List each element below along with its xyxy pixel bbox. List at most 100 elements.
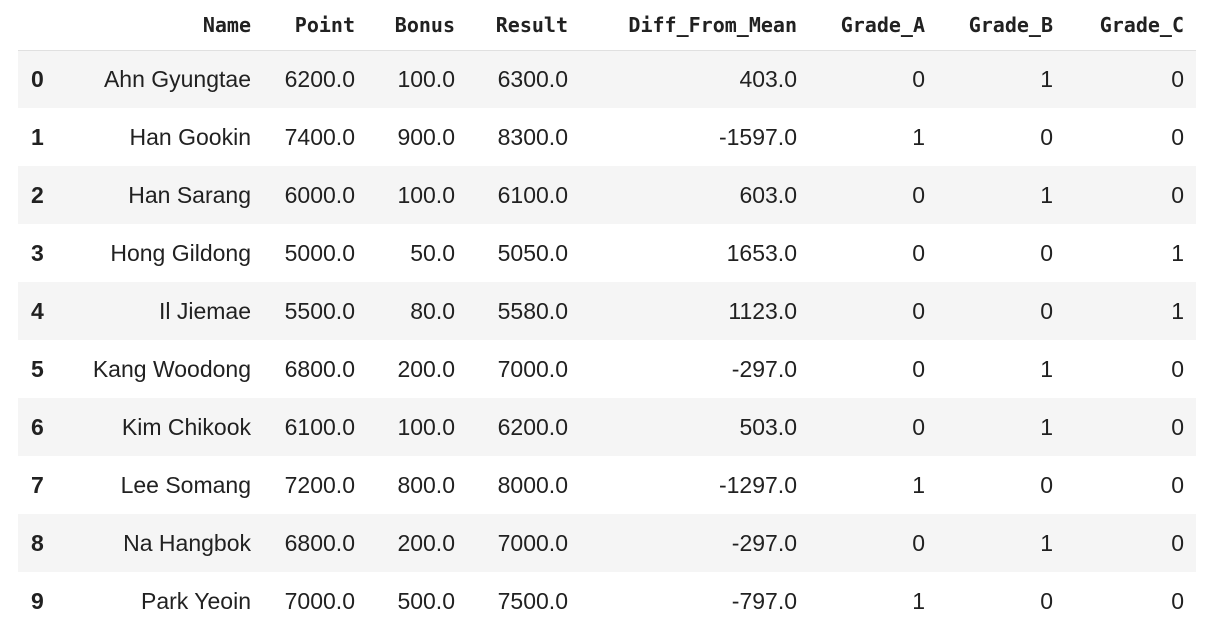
result-cell: 6200.0 xyxy=(497,413,568,440)
header-grade-a: Grade_A xyxy=(809,0,937,51)
result-cell: 7500.0 xyxy=(497,587,568,614)
grade-a-cell: 1 xyxy=(912,471,925,498)
diff-from-mean-cell: -1297.0 xyxy=(718,471,797,498)
grade-b-cell: 1 xyxy=(1040,529,1053,556)
point-cell: 6800.0 xyxy=(284,355,355,382)
bonus-cell: 100.0 xyxy=(397,413,455,440)
result-cell: 7000.0 xyxy=(497,355,568,382)
row-index: 8 xyxy=(31,529,44,556)
result-cell: 7000.0 xyxy=(497,529,568,556)
row-index: 9 xyxy=(31,587,44,614)
grade-c-cell: 0 xyxy=(1171,65,1184,92)
bonus-cell: 100.0 xyxy=(397,181,455,208)
grade-c-cell: 0 xyxy=(1171,181,1184,208)
grade-c-cell: 1 xyxy=(1171,297,1184,324)
grade-a-cell: 1 xyxy=(912,587,925,614)
grade-b-cell: 1 xyxy=(1040,181,1053,208)
grade-a-cell: 0 xyxy=(912,297,925,324)
point-cell: 5000.0 xyxy=(284,239,355,266)
bonus-cell: 200.0 xyxy=(397,529,455,556)
table-row: 1 Han Gookin 7400.0 900.0 8300.0 -1597.0 1 0 0 xyxy=(18,108,1196,166)
table-body: 0 Ahn Gyungtae 6200.0 100.0 6300.0 403.0 0 1 0 1 H… xyxy=(18,50,1196,630)
dataframe-table: Name Point Bonus Result Diff_From_Mean G… xyxy=(18,0,1196,630)
grade-a-cell: 0 xyxy=(912,529,925,556)
name-cell: Ahn Gyungtae xyxy=(103,65,251,92)
name-cell: Lee Somang xyxy=(120,471,251,498)
diff-from-mean-cell: -297.0 xyxy=(731,355,797,382)
point-cell: 7000.0 xyxy=(284,587,355,614)
grade-b-cell: 0 xyxy=(1040,123,1053,150)
grade-a-cell: 0 xyxy=(912,413,925,440)
grade-a-cell: 0 xyxy=(912,355,925,382)
row-index: 3 xyxy=(31,239,44,266)
point-cell: 6000.0 xyxy=(284,181,355,208)
grade-a-cell: 0 xyxy=(912,239,925,266)
diff-from-mean-cell: 1653.0 xyxy=(726,239,797,266)
table-row: 4 Il Jiemae 5500.0 80.0 5580.0 1123.0 0 0 1 xyxy=(18,282,1196,340)
result-cell: 8300.0 xyxy=(497,123,568,150)
header-grade-c: Grade_C xyxy=(1065,0,1196,51)
name-cell: Na Hangbok xyxy=(123,529,251,556)
result-cell: 6100.0 xyxy=(497,181,568,208)
table-row: 8 Na Hangbok 6800.0 200.0 7000.0 -297.0 0 1 0 xyxy=(18,514,1196,572)
grade-b-cell: 1 xyxy=(1040,413,1053,440)
grade-c-cell: 0 xyxy=(1171,587,1184,614)
grade-c-cell: 0 xyxy=(1171,123,1184,150)
name-cell: Il Jiemae xyxy=(158,297,251,324)
grade-c-cell: 0 xyxy=(1171,471,1184,498)
header-grade-b: Grade_B xyxy=(937,0,1065,51)
name-cell: Kang Woodong xyxy=(92,355,251,382)
grade-b-cell: 0 xyxy=(1040,297,1053,324)
table-row: 7 Lee Somang 7200.0 800.0 8000.0 -1297.0 1 0 0 xyxy=(18,456,1196,514)
header-diff-from-mean: Diff_From_Mean xyxy=(580,0,809,51)
result-cell: 6300.0 xyxy=(497,65,568,92)
point-cell: 7400.0 xyxy=(284,123,355,150)
row-index: 5 xyxy=(31,355,44,382)
point-cell: 5500.0 xyxy=(284,297,355,324)
bonus-cell: 50.0 xyxy=(410,239,455,266)
table-row: 3 Hong Gildong 5000.0 50.0 5050.0 1653.0 0 0 1 xyxy=(18,224,1196,282)
grade-a-cell: 1 xyxy=(912,123,925,150)
bonus-cell: 900.0 xyxy=(397,123,455,150)
header-bonus: Bonus xyxy=(367,0,467,51)
result-cell: 5050.0 xyxy=(497,239,568,266)
bonus-cell: 100.0 xyxy=(397,65,455,92)
bonus-cell: 800.0 xyxy=(397,471,455,498)
point-cell: 7200.0 xyxy=(284,471,355,498)
row-index: 6 xyxy=(31,413,44,440)
row-index: 1 xyxy=(31,123,44,150)
table-row: 9 Park Yeoin 7000.0 500.0 7500.0 -797.0 1 0 0 xyxy=(18,572,1196,630)
header-result: Result xyxy=(467,0,580,51)
header-row: Name Point Bonus Result Diff_From_Mean G… xyxy=(18,0,1196,51)
diff-from-mean-cell: -797.0 xyxy=(731,587,797,614)
table-row: 0 Ahn Gyungtae 6200.0 100.0 6300.0 403.0 0 1 0 xyxy=(18,50,1196,108)
diff-from-mean-cell: 1123.0 xyxy=(728,297,797,324)
row-index: 2 xyxy=(31,181,44,208)
bonus-cell: 500.0 xyxy=(397,587,455,614)
diff-from-mean-cell: 603.0 xyxy=(739,181,797,208)
header-point: Point xyxy=(263,0,367,51)
header-name: Name xyxy=(66,0,263,51)
table-header: Name Point Bonus Result Diff_From_Mean G… xyxy=(18,0,1196,51)
grade-c-cell: 1 xyxy=(1171,239,1184,266)
row-index: 7 xyxy=(31,471,44,498)
name-cell: Han Gookin xyxy=(129,123,251,150)
table-row: 2 Han Sarang 6000.0 100.0 6100.0 603.0 0 1 0 xyxy=(18,166,1196,224)
table-row: 6 Kim Chikook 6100.0 100.0 6200.0 503.0 0 1 0 xyxy=(18,398,1196,456)
point-cell: 6100.0 xyxy=(284,413,355,440)
bonus-cell: 200.0 xyxy=(397,355,455,382)
row-index: 4 xyxy=(31,297,44,324)
grade-c-cell: 0 xyxy=(1171,529,1184,556)
dataframe-output: Name Point Bonus Result Diff_From_Mean G… xyxy=(18,0,1196,630)
header-index xyxy=(18,0,66,51)
diff-from-mean-cell: -1597.0 xyxy=(718,123,797,150)
diff-from-mean-cell: -297.0 xyxy=(731,529,797,556)
table-row: 5 Kang Woodong 6800.0 200.0 7000.0 -297.0 0 1 0 xyxy=(18,340,1196,398)
grade-b-cell: 1 xyxy=(1040,65,1053,92)
point-cell: 6200.0 xyxy=(284,65,355,92)
grade-b-cell: 0 xyxy=(1040,239,1053,266)
grade-a-cell: 0 xyxy=(912,181,925,208)
name-cell: Park Yeoin xyxy=(141,587,251,614)
result-cell: 5580.0 xyxy=(497,297,568,324)
diff-from-mean-cell: 403.0 xyxy=(739,65,797,92)
